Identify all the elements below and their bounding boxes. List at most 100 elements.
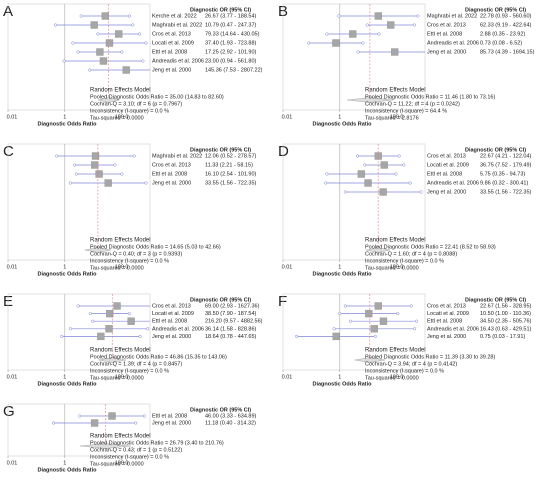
x-tick-label: 1 — [63, 114, 66, 120]
ci-upper — [146, 327, 150, 331]
ci-lower — [324, 181, 328, 185]
plot-frame — [282, 293, 426, 371]
study-box — [370, 325, 378, 333]
study-value: 5.75 (0.35 - 94.73) — [480, 171, 525, 177]
panel: G Diagnostic OR (95% CI)Ettl et al. 2008 4… — [3, 403, 257, 473]
panel: B Diagnostic OR (95% CI)Maghrabi et al. 2… — [278, 3, 535, 127]
study-value: 62.33 (9.19 - 422.64) — [480, 22, 532, 28]
plot-area — [324, 144, 423, 253]
summary-line: Pooled Diagnostic Odds Ratio = 22.41 (8.… — [365, 244, 496, 250]
column-header: Diagnostic OR (95% CI) — [190, 407, 251, 413]
ci-lower — [363, 163, 367, 167]
x-tick-label: 0.01 — [7, 374, 18, 380]
summary-line: Tau-squared = 0.0000 — [90, 461, 144, 467]
ci-upper — [416, 14, 420, 18]
plot-frame — [7, 403, 151, 457]
plot-area — [51, 404, 146, 449]
summary-line: Random Effects Model — [90, 238, 151, 244]
ci-lower — [51, 421, 56, 425]
column-header: Diagnostic OR (95% CI) — [190, 147, 251, 153]
study-name: Ettl et al. 2008 — [427, 31, 462, 37]
study-value: 23.00 (0.94 - 561.80) — [205, 58, 257, 64]
ci-upper — [138, 32, 142, 36]
study-name: Jeng et al. 2000 — [152, 67, 191, 73]
study-name: Kerche et al. 2022 — [152, 13, 197, 19]
study-name: Cros et al. 2013 — [427, 153, 466, 159]
panel-letter: D — [278, 143, 289, 160]
study-name: Locati et al. 2009 — [152, 40, 194, 46]
panel-letter: F — [278, 293, 287, 310]
study-box — [105, 39, 114, 47]
ci-upper — [142, 414, 146, 418]
ci-lower — [74, 172, 78, 176]
x-tick-label: 0.01 — [282, 374, 293, 380]
study-name: Andreadis et al. 2006 — [152, 326, 204, 332]
study-name: Jeng et al. 2000 — [427, 189, 466, 195]
panel: C Diagnostic OR (95% CI)Maghrabi et al. 2… — [3, 143, 257, 277]
plot-area — [60, 294, 150, 363]
x-tick-label: 100.0 — [115, 374, 129, 380]
ci-lower — [60, 334, 64, 338]
summary-line: Random Effects Model — [365, 88, 426, 94]
study-value: 11.33 (2.21 - 58.15) — [205, 162, 253, 168]
study-value: 17.25 (2.92 - 101.90) — [205, 49, 257, 55]
ci-upper — [373, 334, 377, 338]
ci-lower — [355, 154, 360, 158]
study-value: 69.00 (2.93 - 1627.36) — [205, 303, 260, 309]
summary-line: Cochran-Q = 3.10; df = 6 (p = 0.7967) — [90, 101, 182, 107]
x-tick-label: 1 — [338, 264, 341, 270]
study-name: Jeng et al. 2000 — [427, 334, 466, 340]
study-name: Maghrabi et al. 2022 — [152, 153, 202, 159]
ci-upper — [120, 172, 124, 176]
panel: F Diagnostic OR (95% CI)Cros et al. 2013 2… — [278, 293, 532, 387]
x-axis-label: Diagnostic Odds Ratio — [38, 271, 98, 277]
x-tick-label: 100.0 — [115, 264, 129, 270]
ci-upper — [120, 50, 124, 54]
ci-lower — [62, 59, 66, 63]
ci-upper — [144, 41, 148, 45]
study-value: 36.75 (7.52 - 179.49) — [480, 162, 532, 168]
study-name: Jeng et al. 2000 — [152, 420, 191, 426]
ci-lower — [73, 163, 77, 167]
study-box — [106, 309, 114, 318]
study-name: Andreadis et al. 2006 — [152, 58, 204, 64]
summary-line: Random Effects Model — [365, 348, 426, 354]
study-value: 33.55 (1.56 - 722.35) — [205, 180, 257, 186]
summary-line: Random Effects Model — [365, 238, 426, 244]
ci-lower — [325, 32, 329, 36]
study-value: 37.40 (1.93 - 723.88) — [205, 40, 257, 46]
x-tick-label: 0.01 — [282, 264, 293, 270]
study-name: Ettl et al. 2008 — [152, 171, 187, 177]
x-tick-label: 0.01 — [7, 460, 18, 466]
summary-line: Tau-squared = 0.0000 — [90, 375, 144, 381]
study-box — [90, 21, 98, 29]
plot-area — [307, 4, 425, 103]
study-name: Andreadis et al. 2006 — [427, 326, 479, 332]
study-box — [113, 302, 121, 310]
x-axis-label: Diagnostic Odds Ratio — [38, 121, 98, 127]
panel: D Diagnostic OR (95% CI)Cros et al. 2013 2… — [278, 143, 532, 277]
x-tick-label: 1 — [63, 460, 66, 466]
summary-line: Tau-squared = 0.0000 — [90, 265, 144, 271]
plot-area — [55, 144, 148, 253]
study-box — [105, 325, 113, 333]
ci-lower — [338, 312, 342, 316]
study-name: Cros et al. 2013 — [152, 303, 191, 309]
plot-frame — [282, 3, 426, 111]
study-box — [91, 161, 99, 169]
ci-upper — [141, 59, 145, 63]
study-box — [108, 412, 116, 420]
x-axis-label: Diagnostic Odds Ratio — [313, 381, 373, 387]
ci-lower — [343, 190, 347, 194]
study-value: 34.50 (2.35 - 505.76) — [480, 319, 532, 325]
study-name: Andreadis et al. 2006 — [427, 40, 479, 46]
study-value: 18.64 (0.78 - 447.65) — [205, 334, 257, 340]
study-value: 0.75 (0.03 - 17.91) — [480, 334, 525, 340]
summary-line: Cochran-Q = 1.39; df = 4 (p = 0.8457) — [90, 361, 182, 367]
study-box — [104, 179, 112, 187]
x-tick-label: 0.01 — [282, 114, 293, 120]
ci-upper — [394, 172, 398, 176]
summary-line: Random Effects Model — [90, 348, 151, 354]
ci-upper — [412, 23, 416, 27]
study-value: 0.73 (0.08 - 6.52) — [480, 40, 522, 46]
